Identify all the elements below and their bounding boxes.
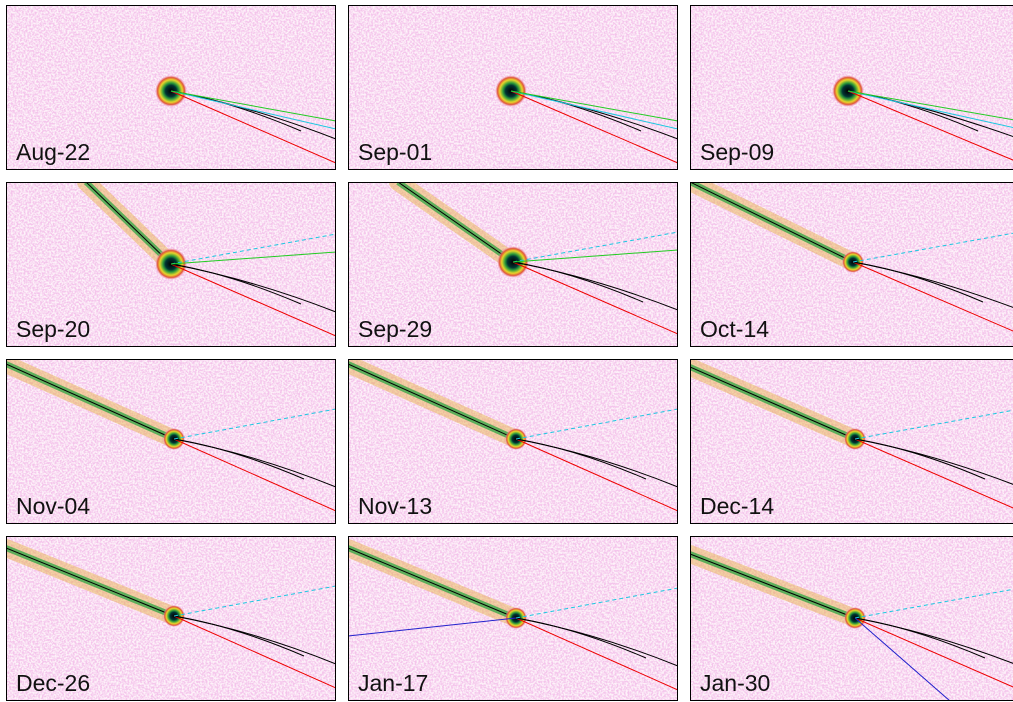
date-label: Jan-17: [358, 670, 428, 696]
date-label: Nov-13: [358, 493, 432, 519]
panel: Jan-17: [348, 536, 678, 701]
date-label: Jan-30: [700, 670, 770, 696]
date-label: Oct-14: [700, 316, 769, 342]
panel: Nov-04: [6, 359, 336, 524]
date-label: Sep-01: [358, 139, 432, 165]
panel: Nov-13: [348, 359, 678, 524]
panel: Jan-30: [690, 536, 1013, 701]
panel: Aug-22: [6, 5, 336, 170]
panel: Sep-29: [348, 182, 678, 347]
date-label: Sep-09: [700, 139, 774, 165]
date-label: Sep-20: [16, 316, 90, 342]
panel: Sep-20: [6, 182, 336, 347]
date-label: Sep-29: [358, 316, 432, 342]
panel: Sep-01: [348, 5, 678, 170]
panel: Sep-09: [690, 5, 1013, 170]
panel: Dec-26: [6, 536, 336, 701]
figure: Aug-22 Sep-01 Sep-09 Sep-20 Sep-29 Oct-14 Nov-…: [0, 0, 1013, 702]
date-label: Dec-26: [16, 670, 90, 696]
date-label: Dec-14: [700, 493, 774, 519]
date-label: Aug-22: [16, 139, 90, 165]
date-label: Nov-04: [16, 493, 90, 519]
panel: Oct-14: [690, 182, 1013, 347]
panel: Dec-14: [690, 359, 1013, 524]
